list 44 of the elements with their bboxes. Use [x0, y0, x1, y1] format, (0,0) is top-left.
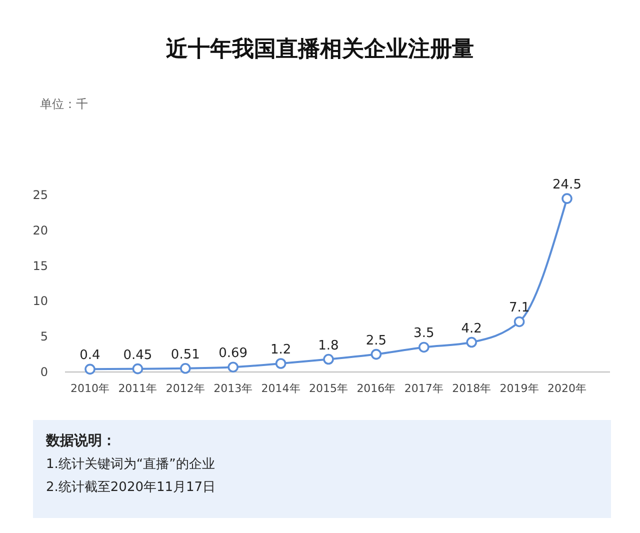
data-label: 3.5 [414, 326, 434, 342]
text: 1.统计关键词为“直播”的企业 [46, 457, 215, 472]
point [323, 354, 334, 365]
text: 2.统计截至2020年11月17日 [46, 480, 216, 495]
point [132, 363, 144, 374]
data-label: 0.45 [123, 348, 152, 363]
point [562, 193, 572, 204]
data-label: 24.5 [552, 178, 582, 193]
point [370, 348, 382, 360]
data-label: 0.69 [218, 346, 248, 362]
text: 数据说明： [45, 433, 116, 449]
data-label: 0.4 [80, 348, 100, 364]
x-tick-label: 2010年 [70, 382, 110, 395]
x-tick-label: 2013年 [214, 382, 253, 395]
x-tick-label: 2018年 [452, 382, 492, 395]
y-tick-label: 20 [32, 223, 48, 238]
x-tick-label: 2016年 [356, 382, 396, 395]
point [180, 362, 191, 374]
data-label: 2.5 [366, 333, 387, 348]
point [514, 316, 525, 328]
x-tick-label: 2017年 [404, 382, 444, 395]
data-label: 4.2 [461, 321, 482, 336]
point [275, 358, 286, 369]
data-label: 1.2 [270, 342, 292, 358]
y-tick-label: 25 [32, 188, 48, 202]
x-tick-label: 2014年 [261, 382, 300, 395]
data-label: 7.1 [508, 300, 530, 316]
data-label: 0.51 [170, 347, 200, 362]
y-tick-label: 5 [40, 330, 48, 344]
x-tick-label: 2012年 [166, 382, 205, 395]
y-tick-label: 10 [32, 294, 48, 308]
point [418, 342, 430, 353]
point [466, 336, 477, 348]
x-tick-label: 2020年 [548, 382, 586, 395]
x-tick-label: 2015年 [309, 382, 348, 395]
point [228, 362, 238, 373]
x-tick-label: 2011年 [118, 382, 158, 395]
x-tick-label: 2019年 [500, 382, 539, 395]
chart-title: 近十年我国直播相关企业注册量 [165, 36, 474, 62]
text: 单位：千 [40, 97, 88, 111]
y-tick-label: 0 [40, 365, 48, 379]
data-label: 1.8 [318, 338, 339, 354]
point [84, 364, 96, 375]
y-tick-label: 15 [32, 258, 48, 273]
